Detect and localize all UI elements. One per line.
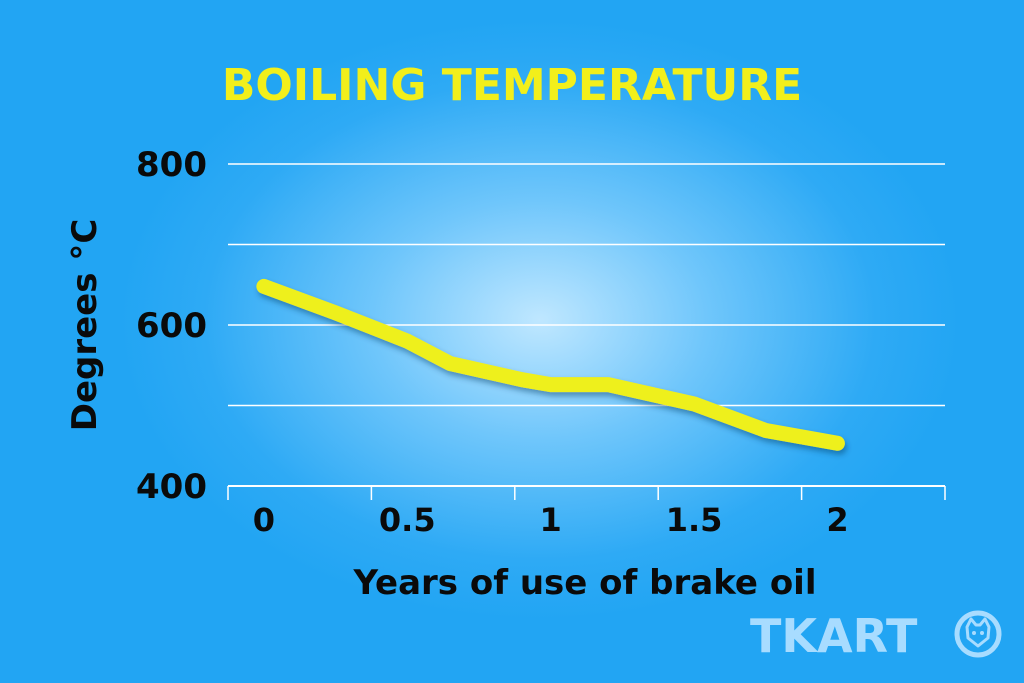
y-axis-label: Degrees °C (65, 219, 105, 432)
chart-title: BOILING TEMPERATURE (222, 60, 802, 111)
x-axis (227, 485, 946, 500)
x-axis-label: Years of use of brake oil (353, 563, 817, 603)
x-tick-label: 0.5 (379, 501, 436, 539)
y-axis-tick-labels: 800 600 400 (136, 145, 207, 507)
x-axis-tick-labels: 0 0.5 1 1.5 2 (253, 501, 849, 539)
x-tick-label: 0 (253, 501, 275, 539)
x-tick-label: 1 (540, 501, 562, 539)
cat-head-icon (954, 610, 1002, 658)
logo: TKART (750, 609, 1002, 663)
gridlines (228, 163, 945, 407)
y-tick-label: 800 (136, 145, 207, 185)
y-tick-label: 600 (136, 306, 207, 346)
series-group (256, 278, 845, 451)
x-tick-label: 2 (826, 501, 848, 539)
y-tick-label: 400 (136, 467, 207, 507)
x-tick-label: 1.5 (666, 501, 723, 539)
series-line (256, 278, 845, 451)
logo-text: TKART (750, 609, 918, 663)
